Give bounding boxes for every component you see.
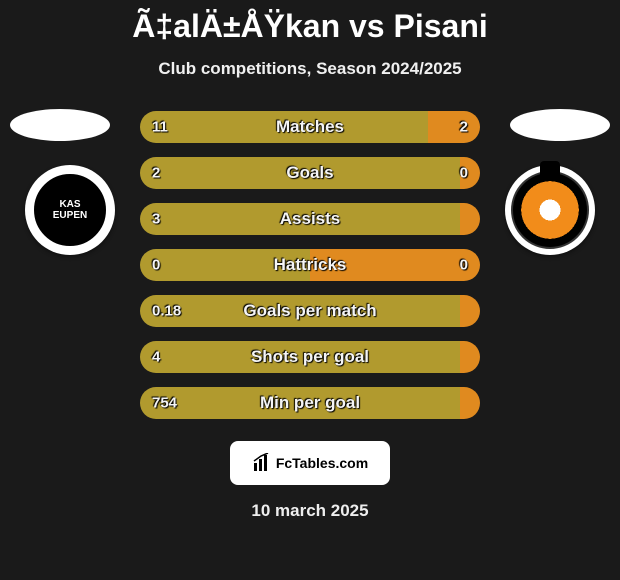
stat-bar-right — [460, 203, 480, 235]
stat-label: Assists — [280, 209, 340, 229]
stat-label: Goals — [286, 163, 333, 183]
stat-bar-right — [460, 295, 480, 327]
source-label: FcTables.com — [276, 455, 368, 471]
stat-label: Shots per goal — [251, 347, 369, 367]
stat-bar: 3 Assists — [140, 203, 480, 235]
club-right-badge — [505, 165, 595, 255]
club-left-badge-icon: KAS EUPEN — [31, 171, 109, 249]
stat-bar: 2 Goals 0 — [140, 157, 480, 189]
stat-value-right: 0 — [460, 165, 468, 182]
club-right-badge-icon — [511, 171, 589, 249]
source-card[interactable]: FcTables.com — [230, 441, 390, 485]
stat-value-left: 3 — [152, 211, 160, 228]
stat-bars-container: 11 Matches 2 2 Goals 0 3 Assists 0 Hattr… — [140, 111, 480, 419]
stat-bar: 754 Min per goal — [140, 387, 480, 419]
stat-bar: 11 Matches 2 — [140, 111, 480, 143]
player-right-avatar-placeholder — [510, 109, 610, 141]
stat-bar: 0 Hattricks 0 — [140, 249, 480, 281]
page-subtitle: Club competitions, Season 2024/2025 — [0, 59, 620, 79]
stat-value-left: 0 — [152, 257, 160, 274]
player-left-avatar-placeholder — [10, 109, 110, 141]
stat-bar-right — [460, 341, 480, 373]
club-left-badge: KAS EUPEN — [25, 165, 115, 255]
stat-value-left: 4 — [152, 349, 160, 366]
page-title: Ã‡alÄ±ÅŸkan vs Pisani — [0, 0, 620, 45]
stat-label: Goals per match — [243, 301, 376, 321]
stat-value-right: 0 — [460, 257, 468, 274]
date-label: 10 march 2025 — [0, 501, 620, 521]
club-left-text-top: KAS — [59, 199, 80, 210]
stat-value-left: 2 — [152, 165, 160, 182]
stat-value-left: 11 — [152, 119, 168, 136]
stat-value-left: 754 — [152, 395, 177, 412]
stat-label: Matches — [276, 117, 344, 137]
stat-bar: 0.18 Goals per match — [140, 295, 480, 327]
stat-bar-right — [428, 111, 480, 143]
stat-label: Min per goal — [260, 393, 360, 413]
stat-value-left: 0.18 — [152, 303, 181, 320]
comparison-content: KAS EUPEN 11 Matches 2 2 Goals 0 3 Assis… — [0, 111, 620, 521]
stat-bar: 4 Shots per goal — [140, 341, 480, 373]
stat-value-right: 2 — [460, 119, 468, 136]
stat-label: Hattricks — [274, 255, 347, 275]
club-left-text-bottom: EUPEN — [53, 210, 87, 221]
chart-icon — [252, 453, 272, 473]
stat-bar-right — [460, 387, 480, 419]
